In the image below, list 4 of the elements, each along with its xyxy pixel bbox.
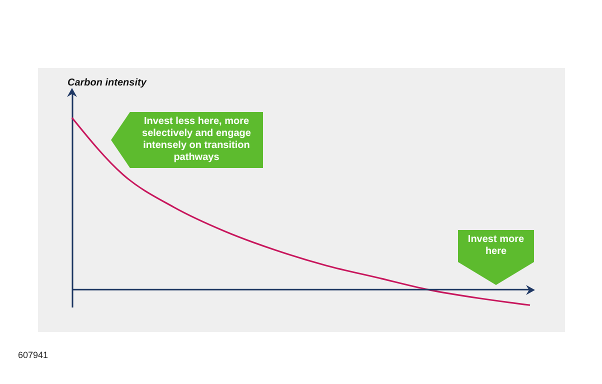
annotation: Invest more here: [466, 233, 526, 259]
annotation: Invest less here, more selectively and engage intensely on transition pathways: [141, 115, 252, 165]
y-axis-title: Carbon intensity: [68, 78, 147, 88]
text: 607941: [18, 350, 48, 360]
